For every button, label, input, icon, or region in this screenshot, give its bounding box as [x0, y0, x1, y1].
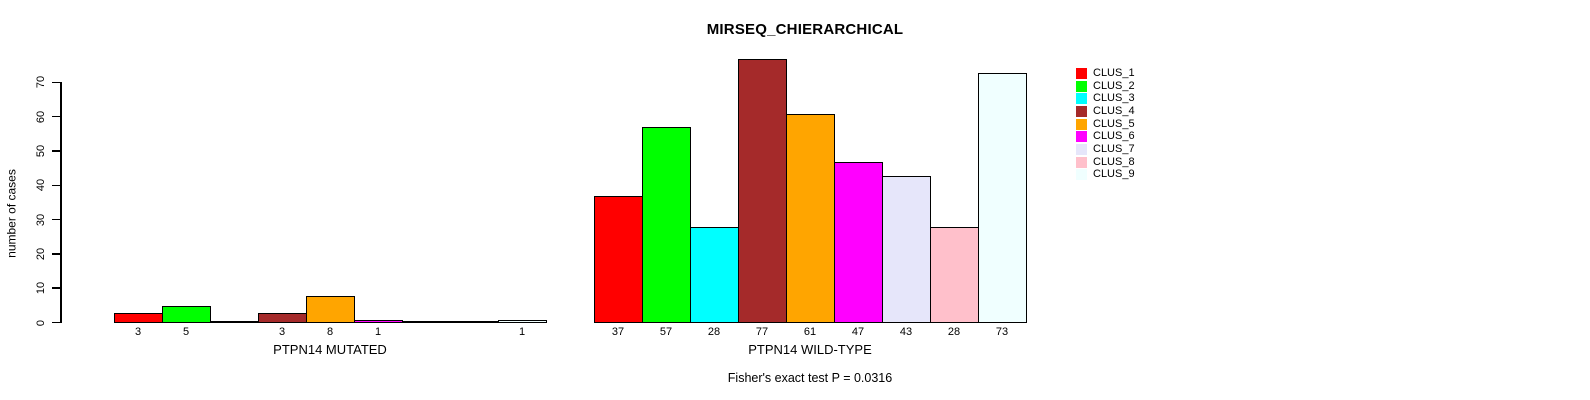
legend-label: CLUS_3	[1093, 92, 1135, 105]
bar-ptpn14-mutated-clus-5	[306, 295, 355, 323]
legend-swatch-icon	[1076, 80, 1087, 92]
legend-swatch-icon	[1076, 169, 1087, 181]
y-axis-tick-label: 40	[35, 179, 47, 192]
bar-value-label: 3	[134, 326, 142, 338]
y-axis-label: number of cases	[4, 169, 19, 258]
bar-value-label: 1	[374, 326, 382, 338]
bar-value-label: 1	[518, 326, 526, 338]
legend-item-clus-8: CLUS_8	[1076, 156, 1135, 169]
bar-value-label: 77	[755, 326, 769, 338]
bar-value-label: 57	[659, 326, 673, 338]
y-axis-tick-label: 50	[35, 144, 47, 158]
y-axis-tick-label: 20	[35, 247, 47, 261]
bar-value-label: 37	[611, 326, 625, 338]
bar-ptpn14-wild-type-clus-6	[834, 161, 883, 323]
legend-swatch-icon	[1076, 118, 1087, 130]
legend-item-clus-4: CLUS_4	[1076, 105, 1135, 118]
y-axis-tick	[52, 321, 60, 324]
bar-value-label: 61	[803, 326, 817, 338]
y-axis-tick	[52, 115, 60, 118]
bar-ptpn14-wild-type-clus-4	[738, 58, 787, 323]
group-label-ptpn14-wild-type: PTPN14 WILD-TYPE	[748, 342, 872, 357]
y-axis-line	[60, 82, 62, 323]
legend-item-clus-7: CLUS_7	[1076, 143, 1135, 156]
y-axis-tick	[52, 287, 60, 289]
y-axis-tick-label: 70	[35, 76, 47, 89]
bar-value-label: 3	[278, 326, 286, 338]
group-label-ptpn14-mutated: PTPN14 MUTATED	[273, 342, 387, 357]
legend-item-clus-9: CLUS_9	[1076, 169, 1135, 182]
bar-value-label: 47	[851, 326, 865, 338]
zero-bar-ptpn14-mutated-clus-8	[450, 320, 499, 323]
legend-swatch-icon	[1076, 67, 1087, 79]
legend-label: CLUS_6	[1093, 130, 1135, 143]
y-axis-tick-label: 60	[35, 110, 47, 123]
bar-value-label: 73	[995, 326, 1009, 338]
legend-swatch-icon	[1076, 156, 1087, 168]
legend: CLUS_1 CLUS_2 CLUS_3 CLUS_4 CLUS_5 CLUS_6 CLUS…	[1076, 67, 1135, 181]
bar-ptpn14-wild-type-clus-2	[642, 126, 691, 323]
legend-label: CLUS_9	[1093, 168, 1135, 181]
bar-ptpn14-mutated-clus-2	[162, 305, 211, 323]
legend-label: CLUS_4	[1093, 104, 1135, 117]
bar-ptpn14-wild-type-clus-3	[690, 226, 739, 323]
y-axis-tick	[52, 81, 60, 84]
y-axis-tick-label: 10	[35, 282, 47, 295]
bar-ptpn14-wild-type-clus-7	[882, 175, 931, 323]
legend-item-clus-3: CLUS_3	[1076, 92, 1135, 105]
bar-ptpn14-wild-type-clus-9	[978, 72, 1027, 323]
legend-swatch-icon	[1076, 93, 1087, 105]
y-axis-tick	[52, 218, 60, 221]
bar-ptpn14-wild-type-clus-8	[930, 226, 979, 323]
bar-value-label: 28	[947, 326, 961, 338]
bar-value-label: 43	[899, 326, 913, 338]
legend-swatch-icon	[1076, 131, 1087, 143]
bar-ptpn14-mutated-clus-9	[498, 319, 547, 323]
legend-item-clus-1: CLUS_1	[1076, 67, 1135, 80]
legend-label: CLUS_5	[1093, 117, 1135, 130]
y-axis-tick	[52, 253, 60, 255]
legend-label: CLUS_2	[1093, 79, 1135, 92]
zero-bar-ptpn14-mutated-clus-3	[210, 320, 259, 323]
y-axis-tick	[52, 184, 60, 187]
chart-title: MIRSEQ_CHIERARCHICAL	[706, 21, 904, 38]
legend-label: CLUS_7	[1093, 142, 1135, 155]
bar-ptpn14-mutated-clus-1	[114, 312, 163, 323]
fisher-test-annotation: Fisher's exact test P = 0.0316	[727, 371, 893, 385]
y-axis-tick-label: 30	[35, 213, 47, 226]
y-axis-tick-label: 0	[35, 319, 47, 326]
zero-bar-ptpn14-mutated-clus-7	[402, 320, 451, 323]
y-axis-tick	[52, 150, 60, 152]
bar-value-label: 28	[707, 326, 721, 338]
legend-swatch-icon	[1076, 143, 1087, 155]
bar-ptpn14-mutated-clus-6	[354, 319, 403, 323]
legend-item-clus-2: CLUS_2	[1076, 80, 1135, 93]
bar-ptpn14-mutated-clus-4	[258, 312, 307, 323]
legend-label: CLUS_8	[1093, 155, 1135, 168]
bar-ptpn14-wild-type-clus-1	[594, 195, 643, 323]
legend-item-clus-5: CLUS_5	[1076, 118, 1135, 131]
bar-value-label: 8	[326, 326, 334, 338]
bar-value-label: 5	[182, 326, 190, 338]
legend-item-clus-6: CLUS_6	[1076, 130, 1135, 143]
legend-label: CLUS_1	[1093, 66, 1135, 79]
bar-ptpn14-wild-type-clus-5	[786, 113, 835, 323]
legend-swatch-icon	[1076, 105, 1087, 117]
